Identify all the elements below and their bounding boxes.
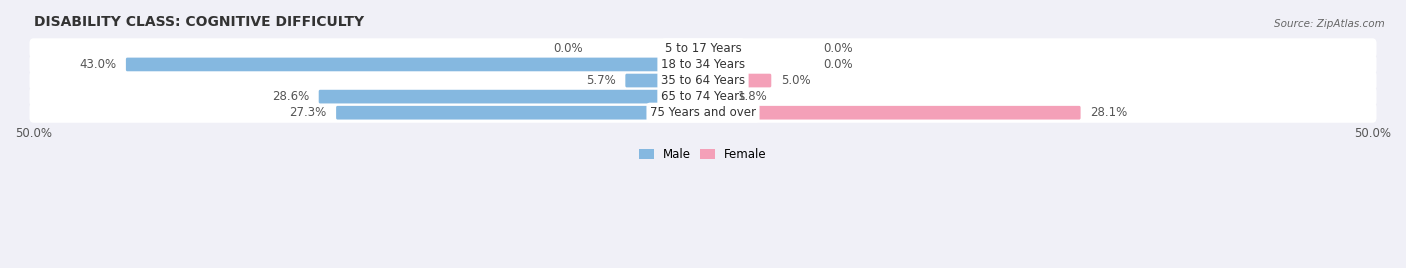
Text: 28.1%: 28.1% [1090, 106, 1128, 119]
FancyBboxPatch shape [702, 74, 772, 87]
Text: 18 to 34 Years: 18 to 34 Years [661, 58, 745, 71]
Text: 75 Years and over: 75 Years and over [650, 106, 756, 119]
Text: 5.7%: 5.7% [586, 74, 616, 87]
FancyBboxPatch shape [30, 38, 1376, 58]
FancyBboxPatch shape [319, 90, 704, 103]
FancyBboxPatch shape [702, 90, 728, 103]
Text: 35 to 64 Years: 35 to 64 Years [661, 74, 745, 87]
Text: 65 to 74 Years: 65 to 74 Years [661, 90, 745, 103]
Legend: Male, Female: Male, Female [634, 143, 772, 166]
FancyBboxPatch shape [626, 74, 704, 87]
FancyBboxPatch shape [336, 106, 704, 120]
FancyBboxPatch shape [30, 54, 1376, 75]
FancyBboxPatch shape [702, 106, 1081, 120]
Text: 28.6%: 28.6% [273, 90, 309, 103]
Text: 0.0%: 0.0% [553, 42, 582, 55]
Text: DISABILITY CLASS: COGNITIVE DIFFICULTY: DISABILITY CLASS: COGNITIVE DIFFICULTY [34, 15, 364, 29]
Text: 27.3%: 27.3% [290, 106, 326, 119]
FancyBboxPatch shape [30, 103, 1376, 123]
Text: 43.0%: 43.0% [79, 58, 117, 71]
Text: 5 to 17 Years: 5 to 17 Years [665, 42, 741, 55]
FancyBboxPatch shape [127, 58, 704, 71]
Text: 0.0%: 0.0% [824, 58, 853, 71]
Text: 5.0%: 5.0% [780, 74, 810, 87]
FancyBboxPatch shape [30, 87, 1376, 107]
Text: 1.8%: 1.8% [738, 90, 768, 103]
Text: Source: ZipAtlas.com: Source: ZipAtlas.com [1274, 19, 1385, 29]
FancyBboxPatch shape [30, 70, 1376, 91]
Text: 0.0%: 0.0% [824, 42, 853, 55]
